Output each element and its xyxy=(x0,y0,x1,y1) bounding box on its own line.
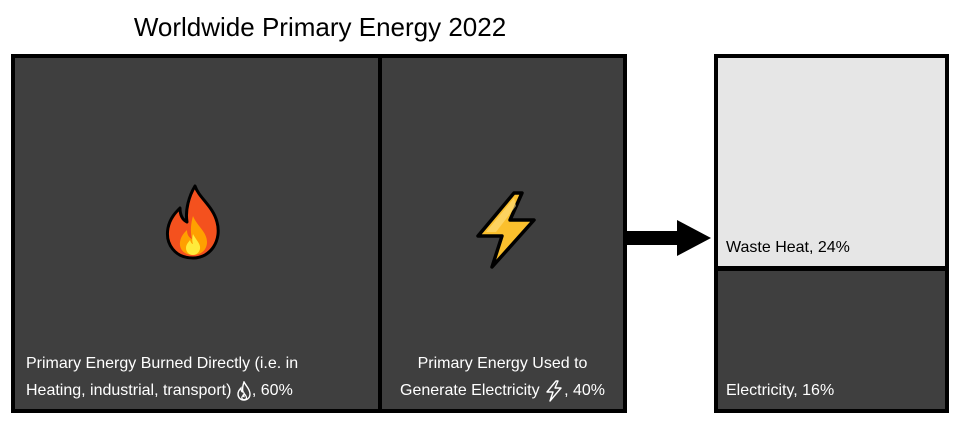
lightning-outline-icon xyxy=(546,380,562,402)
electricity-generation-label-line1: Primary Energy Used to xyxy=(417,355,588,372)
electricity-label: Electricity, 16% xyxy=(726,382,835,399)
waste-heat-label: Waste Heat, 24% xyxy=(726,239,850,256)
electricity-generation-box: Primary Energy Used to Generate Electric… xyxy=(378,54,627,413)
burned-directly-box: Primary Energy Burned Directly (i.e. in … xyxy=(11,54,383,413)
fire-icon xyxy=(165,184,220,260)
fire-outline-icon xyxy=(237,380,251,401)
electricity-generation-label-line2: Generate Electricity xyxy=(400,382,540,399)
burned-percent: , 60% xyxy=(251,382,293,399)
burned-label-line1: Primary Energy Burned Directly (i.e. in xyxy=(26,355,299,372)
electricity-generation-percent: , 40% xyxy=(564,382,605,399)
burned-label-line2: Heating, industrial, transport) xyxy=(26,382,232,399)
right-arrow-icon xyxy=(627,220,711,256)
electricity-box: Electricity, 16% xyxy=(714,267,949,413)
lightning-bolt-icon xyxy=(476,191,536,269)
diagram-title: Worldwide Primary Energy 2022 xyxy=(133,12,507,42)
waste-heat-box: Waste Heat, 24% xyxy=(714,54,949,270)
